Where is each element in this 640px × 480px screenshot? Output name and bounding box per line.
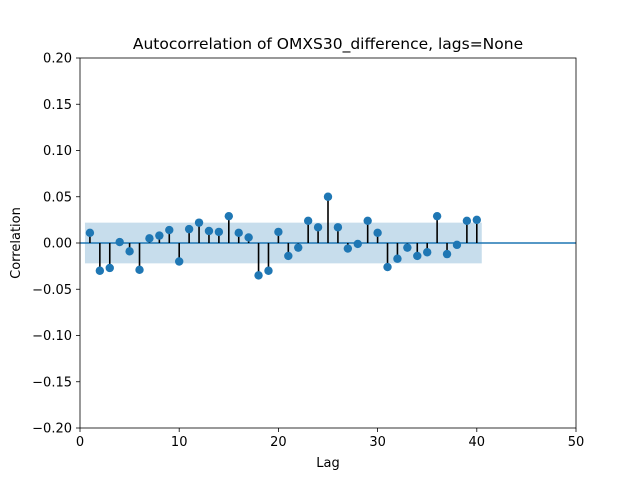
acf-point bbox=[343, 244, 353, 253]
acf-point bbox=[472, 215, 481, 225]
y-tick-label: −0.05 bbox=[32, 283, 72, 298]
acf-point bbox=[234, 228, 243, 238]
acf-point bbox=[363, 216, 372, 225]
axis-ticks: 0 10 20 30 40 50 −0.20 −0.15 −0.10 −0.05 0.00 0.05 0… bbox=[32, 52, 584, 451]
chart-title: Autocorrelation of OMXS30_difference, la… bbox=[133, 35, 523, 54]
acf-point bbox=[264, 266, 273, 275]
acf-point bbox=[423, 248, 432, 257]
acf-point bbox=[115, 237, 124, 247]
acf-point bbox=[204, 226, 214, 236]
x-tick-label: 50 bbox=[568, 435, 585, 450]
acf-point bbox=[294, 243, 303, 252]
acf-point bbox=[284, 251, 293, 261]
acf-point bbox=[403, 243, 412, 252]
y-tick-label: −0.20 bbox=[32, 422, 72, 437]
x-tick-label: 40 bbox=[469, 435, 486, 450]
acf-point bbox=[442, 249, 452, 259]
y-tick-label: 0.05 bbox=[43, 190, 72, 205]
acf-point bbox=[333, 223, 343, 232]
acf-point bbox=[254, 271, 263, 280]
acf-point bbox=[135, 265, 144, 275]
y-tick-label: 0.15 bbox=[43, 98, 72, 113]
acf-point bbox=[155, 231, 164, 240]
acf-point bbox=[194, 218, 204, 227]
acf-point bbox=[85, 228, 95, 238]
y-tick-label: 0.10 bbox=[43, 144, 72, 159]
acf-point bbox=[224, 211, 233, 221]
acf-point bbox=[303, 216, 313, 225]
acf-point bbox=[462, 216, 472, 225]
y-tick-label: −0.15 bbox=[32, 375, 72, 390]
y-tick-label: 0.20 bbox=[43, 52, 72, 67]
acf-point bbox=[393, 254, 402, 263]
acf-point bbox=[105, 263, 114, 273]
x-tick-label: 10 bbox=[171, 435, 188, 450]
acf-point bbox=[323, 192, 333, 201]
acf-point bbox=[244, 233, 253, 242]
y-tick-label: 0.00 bbox=[43, 237, 72, 252]
x-tick-label: 0 bbox=[76, 435, 84, 450]
acf-point bbox=[175, 257, 184, 266]
acf-point bbox=[353, 239, 362, 249]
acf-point bbox=[165, 225, 174, 235]
y-axis-label: Correlation bbox=[9, 207, 24, 279]
x-tick-label: 30 bbox=[369, 435, 386, 450]
plot-area bbox=[80, 192, 576, 280]
acf-point bbox=[214, 227, 224, 237]
acf-point bbox=[145, 234, 154, 243]
acf-point bbox=[452, 240, 462, 250]
acf-point bbox=[313, 223, 323, 232]
x-tick-label: 20 bbox=[270, 435, 287, 450]
acf-point bbox=[95, 266, 105, 275]
acf-point bbox=[125, 247, 134, 256]
acf-point bbox=[274, 227, 283, 237]
acf-point bbox=[383, 262, 392, 272]
y-tick-label: −0.10 bbox=[32, 329, 72, 344]
acf-point bbox=[373, 228, 382, 238]
acf-point bbox=[413, 251, 422, 261]
x-axis-label: Lag bbox=[316, 456, 339, 471]
acf-point bbox=[432, 211, 442, 221]
acf-point bbox=[184, 224, 194, 234]
